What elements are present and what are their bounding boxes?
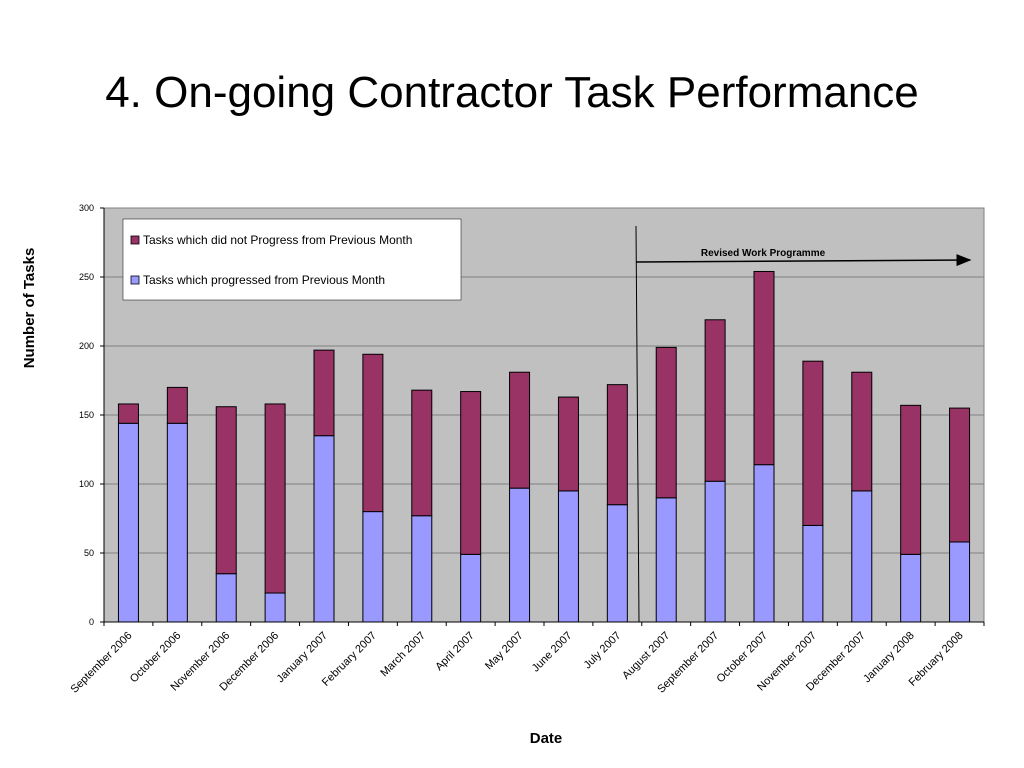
bar-segment-not-progressed [362,353,384,513]
legend-swatch-progressed [130,275,140,285]
bar-segment-not-progressed [851,371,873,492]
y-tick-label: 100 [79,479,94,489]
x-tick-label: July 2007 [582,630,624,672]
bar-segment-progressed [411,515,433,623]
revised-programme-divider-line [635,225,640,623]
bar-segment-not-progressed [215,406,237,575]
bar-segment-progressed [949,541,971,623]
bar-segment-progressed [557,490,579,623]
bar-segment-not-progressed [509,371,531,489]
bar-segment-not-progressed [606,384,628,506]
gridlines [104,207,984,554]
x-tick-label: September 2006 [69,630,135,696]
slide-title: 4. On-going Contractor Task Performance [105,68,919,117]
bar-segment-progressed [606,504,628,623]
y-tick-label: 300 [79,203,94,213]
y-tick-label: 50 [84,548,94,558]
bar-segment-not-progressed [655,346,677,499]
x-tick-label: June 2007 [530,630,575,675]
legend-label-not-progressed: Tasks which did not Progress from Previo… [143,233,412,247]
bar-segment-not-progressed [411,389,433,517]
legend: Tasks which did not Progress from Previo… [122,218,462,301]
bar-segment-progressed [215,573,237,623]
bar-segment-progressed [117,422,139,623]
y-tick-labels: 0 50 100 150 200 250 300 [79,203,104,627]
bar-segment-not-progressed [949,407,971,543]
bar-segment-not-progressed [460,391,482,555]
bars [117,270,971,623]
revised-programme-arrow [635,254,972,267]
bar-segment-progressed [313,435,335,623]
revised-programme-label: Revised Work Programme [701,248,826,259]
bar-segment-progressed [509,487,531,623]
x-tick-label: August 2007 [620,630,672,682]
bar-segment-progressed [900,553,922,623]
x-tick-label: January 2008 [861,630,917,686]
y-tick-label: 250 [79,272,94,282]
legend-box [122,218,462,301]
legend-swatch-not-progressed [130,235,140,245]
bar-segment-not-progressed [900,404,922,555]
bar-segment-progressed [704,480,726,623]
bar-segment-progressed [655,497,677,623]
y-tick-label: 200 [79,341,94,351]
bar-segment-not-progressed [264,403,286,594]
x-tick-label: October 2006 [128,630,184,686]
bar-segment-not-progressed [704,319,726,482]
bar-segment-not-progressed [557,396,579,492]
bar-segment-progressed [166,422,188,623]
bar-segment-progressed [802,524,824,623]
y-tick-label: 0 [89,617,94,627]
x-axis-label: Date [530,730,563,747]
x-tick-label: January 2007 [274,630,330,686]
y-axis-label: Number of Tasks [21,248,38,369]
legend-label-progressed: Tasks which progressed from Previous Mon… [143,273,385,287]
bar-segment-not-progressed [802,360,824,526]
bar-segment-not-progressed [753,270,775,466]
x-tick-label: May 2007 [483,630,526,673]
bar-segment-progressed [460,553,482,623]
x-tick-label: April 2007 [433,630,477,674]
bar-segment-progressed [851,490,873,623]
bar-segment-not-progressed [117,403,139,424]
bar-segment-progressed [362,511,384,623]
revised-work-programme-annotation: Revised Work Programme [635,225,972,623]
x-tick-label: March 2007 [378,630,428,680]
bar-segment-progressed [753,464,775,623]
x-tick-label: October 2007 [715,630,771,686]
y-tick-label: 150 [79,410,94,420]
bar-segment-not-progressed [313,349,335,437]
bar-segment-progressed [264,592,286,623]
bar-segment-not-progressed [166,386,188,424]
